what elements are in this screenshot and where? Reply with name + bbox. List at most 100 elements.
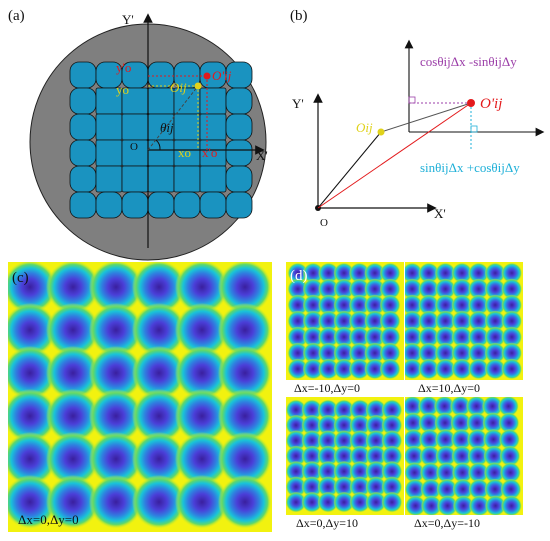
beam-spot bbox=[379, 278, 401, 300]
tile-cell bbox=[199, 87, 227, 115]
tile-cell bbox=[95, 113, 123, 141]
beam-spot bbox=[501, 262, 523, 284]
tile-cell bbox=[121, 191, 149, 219]
beam-spot bbox=[451, 310, 473, 332]
beam-spot bbox=[451, 428, 472, 450]
beam-spot bbox=[132, 303, 186, 357]
beam-spot bbox=[333, 491, 355, 513]
beam-spot bbox=[484, 342, 506, 364]
beam-spot bbox=[484, 462, 505, 484]
tile-cell bbox=[95, 139, 123, 167]
beam-spot bbox=[405, 412, 424, 434]
beam-spot bbox=[349, 430, 371, 452]
spot-grid-d2 bbox=[405, 262, 523, 380]
beam-spot bbox=[318, 326, 340, 348]
beam-spot bbox=[436, 478, 458, 500]
beam-spot bbox=[435, 428, 456, 450]
beam-spot bbox=[381, 476, 403, 498]
beam-spot bbox=[175, 475, 229, 529]
beam-spot bbox=[333, 430, 355, 452]
beam-spot bbox=[348, 310, 370, 332]
beam-spot bbox=[498, 412, 520, 434]
tile-cell bbox=[69, 139, 97, 167]
b-o-prime-ij-label: O'ij bbox=[480, 96, 503, 112]
tile-cell bbox=[69, 113, 97, 141]
beam-spot bbox=[434, 310, 456, 332]
beam-spot bbox=[318, 278, 340, 300]
beam-spot bbox=[89, 475, 143, 529]
beam-spot bbox=[418, 342, 440, 364]
beam-spot bbox=[46, 475, 100, 529]
beam-spot bbox=[484, 262, 506, 284]
beam-spot bbox=[468, 294, 490, 316]
spot-grid-d1 bbox=[287, 262, 401, 380]
beam-spot bbox=[420, 462, 441, 484]
beam-spot bbox=[418, 262, 440, 284]
beam-spot bbox=[405, 397, 423, 417]
beam-spot bbox=[175, 346, 229, 400]
beam-spot bbox=[501, 495, 522, 515]
beam-spot bbox=[348, 294, 370, 316]
beam-spot bbox=[46, 432, 100, 486]
beam-spot bbox=[501, 310, 523, 332]
beam-spot bbox=[287, 262, 309, 284]
beam-spot bbox=[333, 445, 355, 467]
vector-o-o-prime bbox=[317, 102, 472, 209]
beam-spot bbox=[418, 412, 440, 434]
beam-spot bbox=[365, 399, 387, 421]
beam-spot bbox=[499, 428, 520, 450]
beam-spot bbox=[418, 358, 440, 380]
beam-spot bbox=[379, 358, 401, 380]
tile-cell bbox=[225, 165, 253, 193]
beam-spot bbox=[364, 262, 386, 284]
beam-spot bbox=[318, 262, 340, 284]
beam-spot bbox=[501, 342, 523, 364]
beam-spot bbox=[498, 397, 519, 417]
beam-spot bbox=[365, 430, 387, 452]
beam-spot bbox=[364, 358, 386, 380]
rotation-line bbox=[147, 85, 199, 151]
beam-spot bbox=[434, 397, 455, 417]
beam-spot bbox=[317, 491, 339, 513]
beam-spot bbox=[302, 262, 324, 284]
beam-spot bbox=[434, 342, 456, 364]
beam-spot bbox=[318, 310, 340, 332]
beam-spot bbox=[365, 491, 387, 513]
beam-spot bbox=[333, 326, 355, 348]
beam-spot bbox=[333, 460, 355, 482]
tile-cell bbox=[199, 113, 227, 141]
tile-cell bbox=[225, 191, 253, 219]
tile-cell bbox=[95, 191, 123, 219]
tile-cell bbox=[69, 165, 97, 193]
beam-spot bbox=[418, 310, 440, 332]
beam-spot bbox=[349, 476, 371, 498]
beam-spot bbox=[8, 346, 57, 400]
beam-spot bbox=[333, 414, 355, 436]
beam-spot bbox=[482, 397, 503, 417]
panel-b: (b) Y' X' O bbox=[290, 8, 545, 229]
beam-spot bbox=[364, 278, 386, 300]
a-xo-label: xo bbox=[178, 145, 191, 160]
panel-d3-caption: Δx=0,Δy=10 bbox=[296, 516, 358, 530]
b-oij-point bbox=[377, 128, 385, 136]
beam-spot bbox=[218, 389, 272, 443]
tile-cell bbox=[173, 191, 201, 219]
beam-spot bbox=[287, 358, 309, 380]
b-right-angle-1 bbox=[408, 96, 416, 104]
beam-spot bbox=[379, 326, 401, 348]
spot-grid-d3 bbox=[286, 399, 403, 513]
beam-spot bbox=[451, 342, 473, 364]
panel-d1-caption: Δx=-10,Δy=0 bbox=[294, 381, 360, 395]
b-right-angle-2 bbox=[470, 125, 478, 133]
beam-spot bbox=[466, 412, 488, 434]
beam-spot bbox=[8, 303, 57, 357]
beam-spot bbox=[175, 262, 229, 314]
beam-spot bbox=[287, 278, 309, 300]
b-eq-bottom: sinθijΔx +cosθijΔy bbox=[420, 160, 520, 175]
a-yo-label: yo bbox=[116, 82, 129, 97]
beam-spot bbox=[348, 262, 370, 284]
beam-spot bbox=[405, 278, 423, 300]
beam-spot bbox=[333, 278, 355, 300]
beam-spot bbox=[287, 342, 309, 364]
beam-spot bbox=[301, 414, 323, 436]
